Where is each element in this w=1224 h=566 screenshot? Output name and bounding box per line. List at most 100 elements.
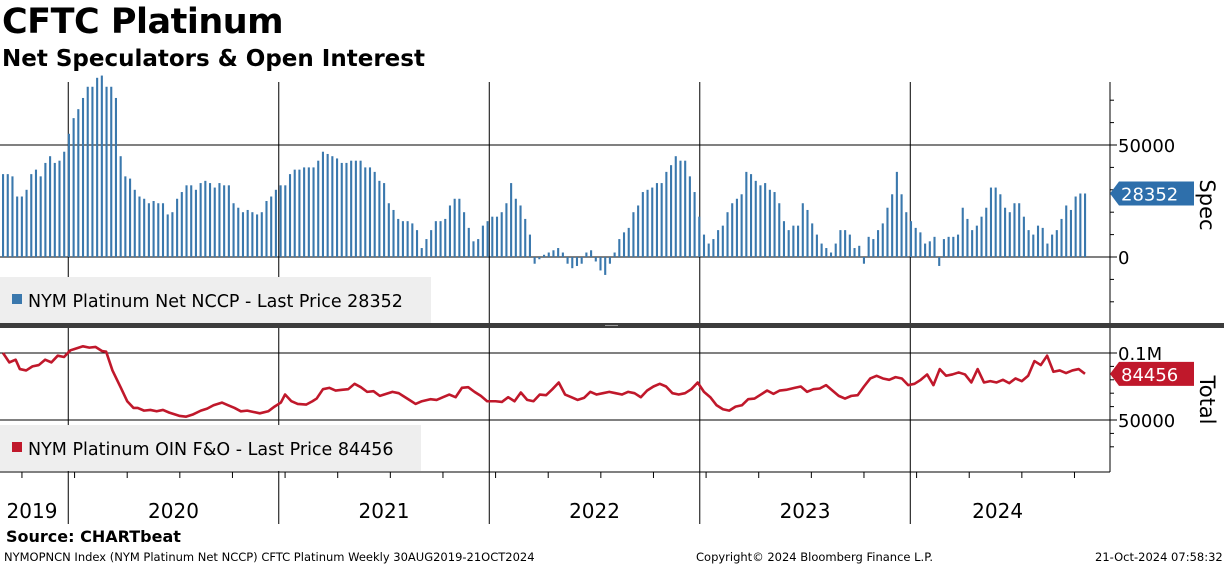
- spec-bar: [660, 183, 663, 257]
- spec-bar: [491, 216, 494, 257]
- spec-bar: [143, 198, 146, 257]
- spec-bar: [1074, 196, 1077, 257]
- spec-bar: [67, 133, 70, 257]
- spec-bar: [204, 180, 207, 257]
- spec-last-price-badge-label: 28352: [1121, 184, 1178, 205]
- ticker-info: NYMOPNCN Index (NYM Platinum Net NCCP) C…: [4, 550, 535, 564]
- spec-bar: [764, 183, 767, 257]
- source-label: Source: CHARTbeat: [6, 527, 181, 546]
- spec-bar: [956, 234, 960, 257]
- spec-bar: [152, 201, 155, 257]
- spec-bar: [293, 169, 296, 257]
- spec-bar: [952, 236, 955, 257]
- spec-bar: [439, 221, 442, 257]
- spec-bar: [340, 162, 343, 257]
- spec-bar: [848, 234, 851, 257]
- spec-bar: [853, 248, 856, 257]
- spec-bar: [641, 192, 644, 257]
- spec-bar: [345, 162, 348, 257]
- spec-bar: [157, 203, 160, 257]
- spec-bar: [646, 189, 649, 257]
- spec-bar: [618, 239, 621, 257]
- spec-bar: [387, 203, 390, 257]
- chart-title: CFTC Platinum: [2, 2, 284, 42]
- spec-bar: [919, 232, 922, 257]
- spec-bar: [180, 192, 183, 257]
- spec-bar: [430, 230, 433, 257]
- spec-bar: [274, 189, 277, 257]
- spec-bar: [590, 250, 593, 257]
- spec-bar: [199, 183, 202, 257]
- spec-bar: [627, 227, 630, 257]
- spec-bar: [895, 171, 898, 257]
- spec-bar: [406, 221, 409, 257]
- spec-bar: [1004, 207, 1007, 257]
- spec-bar: [100, 75, 103, 257]
- spec-bar: [317, 160, 320, 257]
- spec-bar: [392, 209, 395, 257]
- spec-bar: [820, 243, 823, 257]
- spec-bar: [415, 230, 419, 257]
- spec-bar: [30, 174, 33, 257]
- spec-bar: [1008, 212, 1011, 257]
- spec-bar: [1060, 218, 1063, 257]
- spec-bar: [524, 218, 527, 257]
- spec-bar: [486, 221, 489, 257]
- spec-bar: [712, 239, 715, 257]
- spec-bar: [383, 183, 386, 257]
- spec-bar: [176, 198, 179, 257]
- spec-bar: [364, 167, 367, 257]
- spec-bar: [731, 203, 734, 257]
- spec-bar: [575, 257, 579, 266]
- spec-bar: [655, 183, 658, 257]
- spec-bar: [138, 196, 141, 257]
- spec-bar: [801, 203, 804, 257]
- spec-bar: [185, 185, 188, 257]
- total-last-price-badge-label: 84456: [1121, 365, 1178, 386]
- spec-bar: [1069, 209, 1072, 257]
- spec-bar: [63, 151, 66, 257]
- spec-bar: [1013, 203, 1016, 257]
- spec-bar: [279, 185, 282, 257]
- spec-bar: [166, 214, 169, 257]
- spec-bar: [114, 97, 117, 258]
- spec-bar: [721, 225, 724, 257]
- spec-bar: [613, 252, 616, 257]
- spec-bar: [1065, 205, 1068, 257]
- spec-bar: [448, 205, 452, 257]
- x-tick-label-2021: 2021: [359, 499, 410, 523]
- spec-bar: [77, 109, 80, 257]
- spec-bar: [829, 252, 833, 257]
- spec-bar: [477, 239, 480, 257]
- spec-bar: [397, 218, 400, 257]
- total-last-price-badge: 84456: [1110, 361, 1194, 386]
- spec-bar: [270, 196, 273, 257]
- spec-bar: [227, 185, 230, 257]
- spec-bar: [312, 167, 315, 257]
- total-legend: NYM Platinum OIN F&O - Last Price 84456: [0, 425, 421, 471]
- spec-bar: [124, 176, 127, 257]
- total-side-label: Total: [1195, 374, 1219, 424]
- spec-bar: [2, 174, 5, 257]
- spec-bar: [947, 236, 950, 257]
- spec-bar: [792, 225, 795, 257]
- spec-bar: [815, 234, 818, 257]
- spec-bar: [905, 212, 908, 257]
- spec-bar: [891, 194, 894, 257]
- spec-legend-label: NYM Platinum Net NCCP - Last Price 28352: [28, 292, 403, 312]
- spec-bar: [670, 165, 673, 257]
- spec-last-price-badge: 28352: [1110, 181, 1194, 206]
- spec-bar: [303, 167, 306, 257]
- spec-bar: [331, 156, 334, 257]
- spec-bar: [782, 221, 786, 257]
- spec-bar: [171, 212, 174, 257]
- spec-bar: [740, 194, 743, 257]
- spec-bar: [768, 189, 771, 257]
- spec-bar: [900, 194, 903, 257]
- spec-bar: [684, 160, 687, 257]
- spec-bar: [877, 230, 880, 257]
- spec-bar: [825, 248, 828, 257]
- x-tick-label-2022: 2022: [569, 499, 620, 523]
- spec-bar: [971, 230, 974, 257]
- spec-bar: [34, 169, 38, 257]
